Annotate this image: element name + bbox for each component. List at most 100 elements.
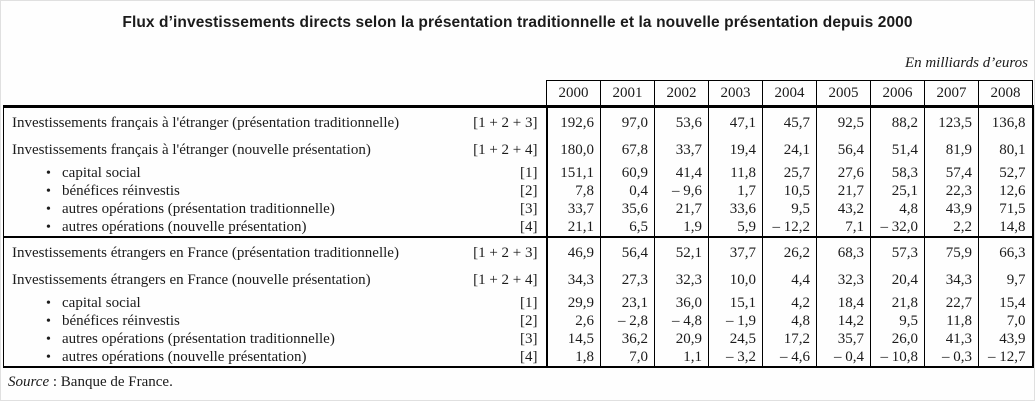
bullet-icon: • [46,219,51,235]
row-label-text: capital social [62,294,141,311]
value-2005: 35,7 [816,330,871,348]
row-formula: [1] [461,294,548,312]
value-2000: 14,5 [546,330,601,348]
value-2001: 7,0 [600,348,655,368]
bullet-icon: • [46,165,51,181]
value-2006: 20,4 [870,268,925,294]
value-2002: 1,1 [654,348,709,368]
value-2007: 11,8 [924,312,979,330]
value-2005: 21,7 [816,182,871,200]
value-2003: 33,6 [708,200,763,218]
value-2008: 136,8 [978,105,1034,138]
table-row: Investissements français à l'étranger (n… [3,138,1034,164]
value-2002: 52,1 [654,236,709,268]
table-row: • bénéfices réinvestis [2] 2,6– 2,8– 4,8– 1… [3,312,1034,330]
value-2004: 25,7 [762,164,817,182]
value-2007: 34,3 [924,268,979,294]
value-2003: 1,7 [708,182,763,200]
value-2004: 24,1 [762,138,817,164]
value-2007: 123,5 [924,105,979,138]
table-row: • autres opérations (présentation traditi… [3,330,1034,348]
value-2004: 4,4 [762,268,817,294]
value-2000: 180,0 [546,138,601,164]
value-2002: 21,7 [654,200,709,218]
row-label-text: Investissements français à l'étranger (p… [12,114,400,131]
value-2002: 53,6 [654,105,709,138]
row-label-text: autres opérations (nouvelle présentation… [62,348,307,365]
value-2005: 7,1 [816,218,871,237]
value-2002: – 4,8 [654,312,709,330]
table-row: • autres opérations (nouvelle présentatio… [3,218,1034,237]
bullet-icon: • [46,331,51,347]
value-2007: 2,2 [924,218,979,237]
row-label: • bénéfices réinvestis [3,182,462,200]
value-2007: 57,4 [924,164,979,182]
value-2004: 45,7 [762,105,817,138]
value-2001: 97,0 [600,105,655,138]
value-2006: 51,4 [870,138,925,164]
value-2007: 41,3 [924,330,979,348]
row-label: • autres opérations (présentation traditi… [3,330,462,348]
row-label: Investissements français à l'étranger (p… [3,105,462,138]
value-2005: – 0,4 [816,348,871,368]
value-2002: 32,3 [654,268,709,294]
row-label-text: Investissements étrangers en France (pré… [12,244,399,261]
row-formula: [1 + 2 + 4] [461,138,548,164]
value-2001: 0,4 [600,182,655,200]
value-2001: 60,9 [600,164,655,182]
value-2008: 66,3 [978,236,1034,268]
value-2003: – 3,2 [708,348,763,368]
source-label: Source [8,374,50,390]
row-label: • capital social [3,294,462,312]
value-2000: 34,3 [546,268,601,294]
value-2004: 4,2 [762,294,817,312]
year-header-2000: 2000 [546,80,601,107]
value-2000: 1,8 [546,348,601,368]
row-label: Investissements français à l'étranger (n… [3,138,462,164]
value-2008: 7,0 [978,312,1034,330]
value-2007: 75,9 [924,236,979,268]
row-label: • capital social [3,164,462,182]
bullet-icon: • [46,201,51,217]
year-header-2003: 2003 [708,80,763,107]
bullet-icon: • [46,183,51,199]
value-2004: – 4,6 [762,348,817,368]
bullet-icon: • [46,313,51,329]
value-2003: – 1,9 [708,312,763,330]
year-header-2004: 2004 [762,80,817,107]
value-2000: 33,7 [546,200,601,218]
row-label-text: bénéfices réinvestis [62,312,180,329]
unit-note: En milliards d’euros [904,55,1028,71]
row-label-text: bénéfices réinvestis [62,182,180,199]
row-formula: [1 + 2 + 4] [461,268,548,294]
value-2003: 15,1 [708,294,763,312]
row-formula: [3] [461,330,548,348]
source-text: : Banque de France. [49,374,173,390]
value-2008: 15,4 [978,294,1034,312]
table-row: • bénéfices réinvestis [2] 7,8 0,4– 9,6 1,7 10… [3,182,1034,200]
year-header-2002: 2002 [654,80,709,107]
value-2005: 14,2 [816,312,871,330]
value-2002: 41,4 [654,164,709,182]
value-2001: 67,8 [600,138,655,164]
value-2005: 56,4 [816,138,871,164]
year-header-2005: 2005 [816,80,871,107]
value-2000: 192,6 [546,105,601,138]
table-row: Investissements français à l'étranger (p… [3,105,1034,138]
value-2008: 12,6 [978,182,1034,200]
value-2003: 11,8 [708,164,763,182]
value-2007: 22,7 [924,294,979,312]
value-2005: 18,4 [816,294,871,312]
header-spacer [4,81,547,107]
value-2005: 92,5 [816,105,871,138]
value-2007: 22,3 [924,182,979,200]
value-2004: 4,8 [762,312,817,330]
row-formula: [2] [461,312,548,330]
row-formula: [1 + 2 + 3] [461,105,548,138]
value-2008: 71,5 [978,200,1034,218]
value-2008: 9,7 [978,268,1034,294]
value-2000: 46,9 [546,236,601,268]
year-header-row: 2000 2001 2002 2003 2004 2005 2006 2007 2008 [4,80,1033,107]
row-label-text: Investissements étrangers en France (nou… [12,272,371,288]
value-2002: – 9,6 [654,182,709,200]
